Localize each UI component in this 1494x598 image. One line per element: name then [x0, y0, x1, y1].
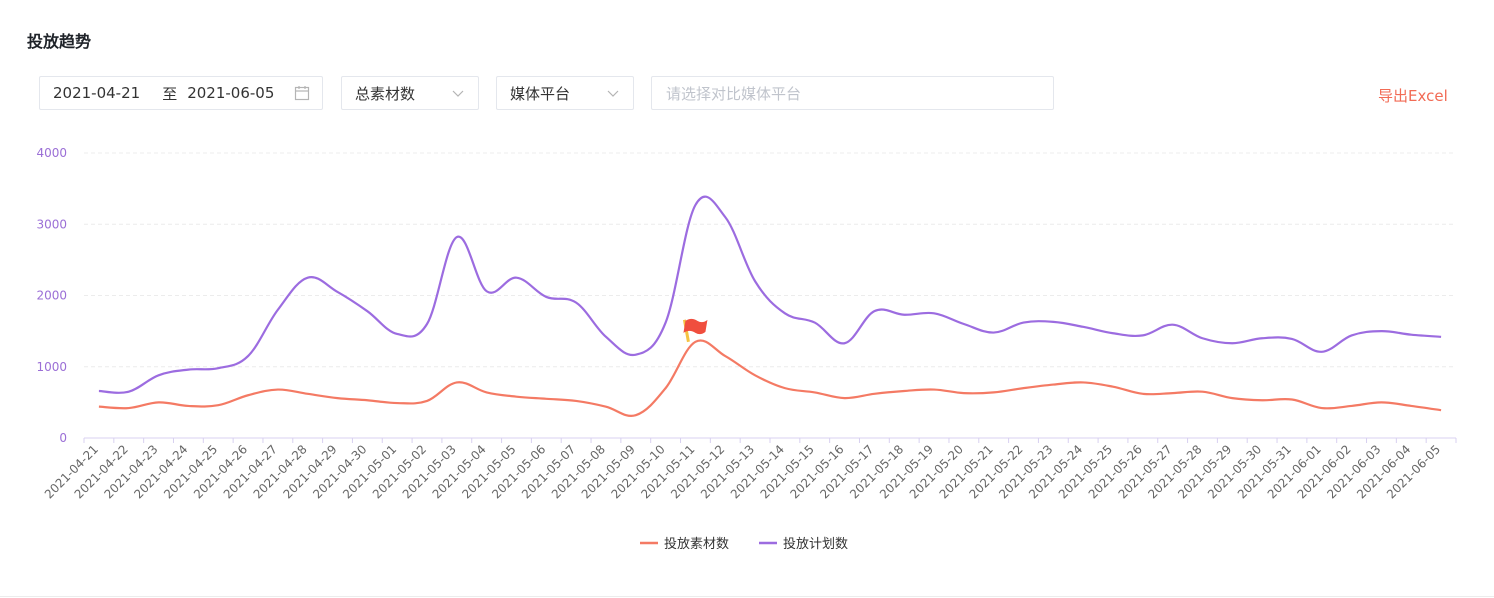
- page-title: 投放趋势: [27, 32, 92, 51]
- divider: [0, 596, 1494, 597]
- date-range-picker[interactable]: 2021-04-21 至 2021-06-05: [39, 76, 323, 110]
- y-tick-label: 1000: [36, 360, 67, 374]
- start-date[interactable]: 2021-04-21: [53, 84, 141, 102]
- trend-chart: 010002000300040002021-04-212021-04-22202…: [36, 146, 1457, 552]
- filter-toolbar: 2021-04-21 至 2021-06-05 总素材数 媒体平台 请选择对比媒…: [0, 0, 1494, 120]
- chevron-down-icon: [452, 90, 464, 97]
- series-line-2: [98, 195, 1442, 394]
- flag-marker-icon: [682, 318, 708, 343]
- y-tick-label: 0: [59, 431, 67, 445]
- calendar-icon[interactable]: [294, 85, 310, 101]
- end-date[interactable]: 2021-06-05: [187, 84, 275, 102]
- y-tick-label: 2000: [36, 289, 67, 303]
- y-tick-label: 4000: [36, 146, 67, 160]
- platform-select[interactable]: 媒体平台: [496, 76, 634, 110]
- metric-select-value: 总素材数: [355, 84, 416, 103]
- chevron-down-icon: [607, 90, 619, 97]
- platform-select-value: 媒体平台: [510, 84, 571, 103]
- legend-label: 投放素材数: [664, 536, 729, 552]
- export-excel-link[interactable]: 导出Excel: [1378, 87, 1448, 105]
- range-separator: 至: [162, 84, 178, 103]
- y-tick-label: 3000: [36, 217, 67, 231]
- compare-placeholder: 请选择对比媒体平台: [666, 84, 802, 103]
- legend-label: 投放计划数: [783, 536, 848, 552]
- metric-select[interactable]: 总素材数: [341, 76, 479, 110]
- series-line-1: [98, 339, 1442, 417]
- compare-platform-select[interactable]: 请选择对比媒体平台: [651, 76, 1054, 110]
